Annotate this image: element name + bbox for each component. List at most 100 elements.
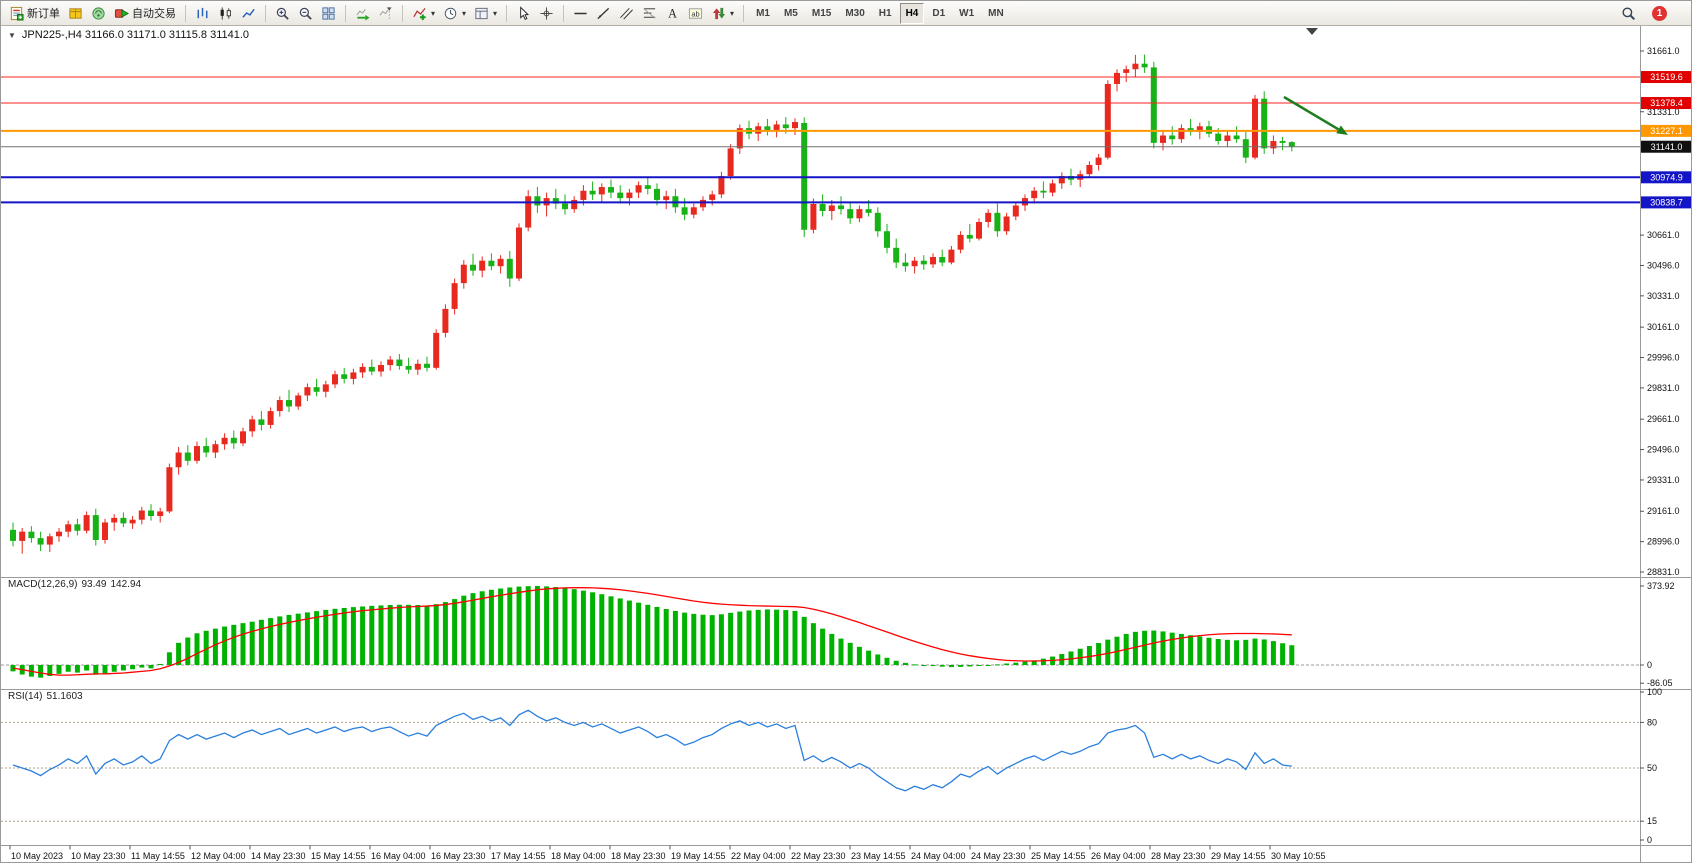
svg-text:15: 15 bbox=[1647, 816, 1657, 826]
price-badge bbox=[1641, 140, 1691, 153]
text-label-button[interactable]: ab bbox=[684, 2, 707, 25]
tile-windows-button[interactable] bbox=[317, 2, 340, 25]
bar-chart-button[interactable] bbox=[191, 2, 214, 25]
svg-text:12 May 04:00: 12 May 04:00 bbox=[191, 851, 246, 861]
auto-trading-button[interactable]: 自动交易 bbox=[110, 2, 180, 25]
timeframe-m5[interactable]: M5 bbox=[783, 7, 798, 19]
timeframe-mn[interactable]: MN bbox=[988, 7, 1004, 19]
timeframe-m15[interactable]: M15 bbox=[811, 7, 832, 19]
timeframe-w1[interactable]: W1 bbox=[959, 7, 975, 19]
channel-button[interactable] bbox=[615, 2, 638, 25]
svg-text:22 May 04:00: 22 May 04:00 bbox=[731, 851, 786, 861]
toolbar-separator bbox=[743, 4, 745, 22]
svg-text:25 May 14:55: 25 May 14:55 bbox=[1031, 851, 1086, 861]
price-badge bbox=[1641, 97, 1691, 110]
templates-button[interactable]: ▾ bbox=[470, 2, 501, 25]
candlestick-series bbox=[10, 54, 1295, 554]
trend-arrow-object[interactable] bbox=[1283, 95, 1340, 131]
zoom-in-button[interactable] bbox=[271, 2, 294, 25]
svg-text:18 May 04:00: 18 May 04:00 bbox=[551, 851, 606, 861]
arrows-button[interactable]: ▾ bbox=[707, 2, 738, 25]
toolbar-right: 1 bbox=[1617, 2, 1687, 25]
line-chart-button[interactable] bbox=[237, 2, 260, 25]
autoscroll-icon bbox=[355, 6, 370, 21]
svg-text:30 May 10:55: 30 May 10:55 bbox=[1271, 851, 1326, 861]
svg-text:ab: ab bbox=[691, 9, 699, 18]
tile-icon bbox=[321, 6, 336, 21]
svg-text:80: 80 bbox=[1647, 717, 1657, 727]
time-axis[interactable]: 10 May 2023 10 May 23:30 11 May 14:55 12 Ma… bbox=[9, 845, 1326, 862]
crosshair-icon bbox=[539, 6, 554, 21]
price-badge bbox=[1641, 196, 1691, 209]
cursor-button[interactable] bbox=[512, 2, 535, 25]
svg-text:29161.0: 29161.0 bbox=[1647, 506, 1680, 516]
search-button[interactable] bbox=[1617, 2, 1640, 25]
crosshair-button[interactable] bbox=[535, 2, 558, 25]
toolbar-separator bbox=[563, 4, 565, 22]
fibonacci-button[interactable] bbox=[638, 2, 661, 25]
indicators-button[interactable]: ▾ bbox=[408, 2, 439, 25]
svg-text:31519.6: 31519.6 bbox=[1650, 72, 1683, 82]
svg-text:29331.0: 29331.0 bbox=[1647, 475, 1680, 485]
svg-text:10 May 23:30: 10 May 23:30 bbox=[71, 851, 126, 861]
macd-label: MACD(12,26,9) 93.49 142.94 bbox=[8, 579, 141, 590]
svg-text:30974.9: 30974.9 bbox=[1650, 173, 1683, 183]
chart-shift-marker[interactable] bbox=[1306, 28, 1318, 35]
chart-window[interactable]: 31661.0 31331.0 30661.0 30496.0 30331.0 30161… bbox=[1, 25, 1692, 863]
text-button[interactable]: A bbox=[661, 2, 684, 25]
one-click-collapse-icon[interactable]: ▼ bbox=[8, 30, 16, 40]
svg-text:29831.0: 29831.0 bbox=[1647, 383, 1680, 393]
candle-chart-button[interactable] bbox=[214, 2, 237, 25]
svg-text:29661.0: 29661.0 bbox=[1647, 414, 1680, 424]
price-badge bbox=[1641, 171, 1691, 184]
chevron-down-icon: ▾ bbox=[493, 8, 498, 18]
svg-text:31661.0: 31661.0 bbox=[1647, 46, 1680, 56]
zoom-in-icon bbox=[275, 6, 290, 21]
zoom-out-button[interactable] bbox=[294, 2, 317, 25]
rsi-indicator: 100 80 50 15 0 bbox=[1, 687, 1662, 845]
timeframe-d1[interactable]: D1 bbox=[932, 7, 946, 19]
rsi-name: RSI(14) bbox=[8, 691, 43, 702]
chart-canvas[interactable]: 31661.0 31331.0 30661.0 30496.0 30331.0 30161… bbox=[1, 25, 1692, 863]
svg-text:19 May 14:55: 19 May 14:55 bbox=[671, 851, 726, 861]
metaeditor-button[interactable] bbox=[64, 2, 87, 25]
clock-icon bbox=[443, 6, 458, 21]
svg-text:28996.0: 28996.0 bbox=[1647, 537, 1680, 547]
trendline-button[interactable] bbox=[592, 2, 615, 25]
timeframe-h4[interactable]: H4 bbox=[899, 2, 925, 24]
svg-text:24 May 04:00: 24 May 04:00 bbox=[911, 851, 966, 861]
arrows-icon bbox=[711, 6, 726, 21]
auto-trading-button-label: 自动交易 bbox=[132, 8, 176, 20]
trend-arrow-head[interactable] bbox=[1336, 125, 1348, 135]
svg-text:30661.0: 30661.0 bbox=[1647, 230, 1680, 240]
svg-text:50: 50 bbox=[1647, 763, 1657, 773]
timeframe-m1[interactable]: M1 bbox=[756, 7, 770, 19]
chevron-down-icon: ▾ bbox=[462, 8, 467, 18]
svg-text:22 May 23:30: 22 May 23:30 bbox=[791, 851, 846, 861]
chart-objects bbox=[1283, 28, 1348, 135]
svg-text:28831.0: 28831.0 bbox=[1647, 567, 1680, 577]
autotrade-icon bbox=[114, 6, 129, 21]
template-icon bbox=[474, 6, 489, 21]
pane-separators bbox=[1, 25, 1691, 862]
chart-shift-button[interactable] bbox=[374, 2, 397, 25]
chevron-down-icon: ▾ bbox=[730, 8, 735, 18]
community-button[interactable] bbox=[87, 2, 110, 25]
auto-scroll-button[interactable] bbox=[351, 2, 374, 25]
timeframe-h1[interactable]: H1 bbox=[878, 7, 892, 19]
toolbar-separator bbox=[402, 4, 403, 22]
horizontal-level-lines bbox=[1, 76, 1640, 204]
price-axis[interactable]: 31661.0 31331.0 30661.0 30496.0 30331.0 30161… bbox=[1640, 46, 1692, 577]
toolbar-separator bbox=[265, 4, 266, 22]
new-order-button[interactable]: 新订单 bbox=[5, 2, 64, 25]
macd-name: MACD(12,26,9) bbox=[8, 579, 78, 590]
timeframe-m30[interactable]: M30 bbox=[845, 7, 865, 19]
horizontal-line-button[interactable] bbox=[569, 2, 592, 25]
periods-button[interactable]: ▾ bbox=[439, 2, 470, 25]
new-order-button-label: 新订单 bbox=[27, 8, 60, 20]
macd-value-signal: 142.94 bbox=[110, 579, 142, 590]
svg-text:29996.0: 29996.0 bbox=[1647, 353, 1680, 363]
notification-badge[interactable]: 1 bbox=[1652, 5, 1667, 21]
